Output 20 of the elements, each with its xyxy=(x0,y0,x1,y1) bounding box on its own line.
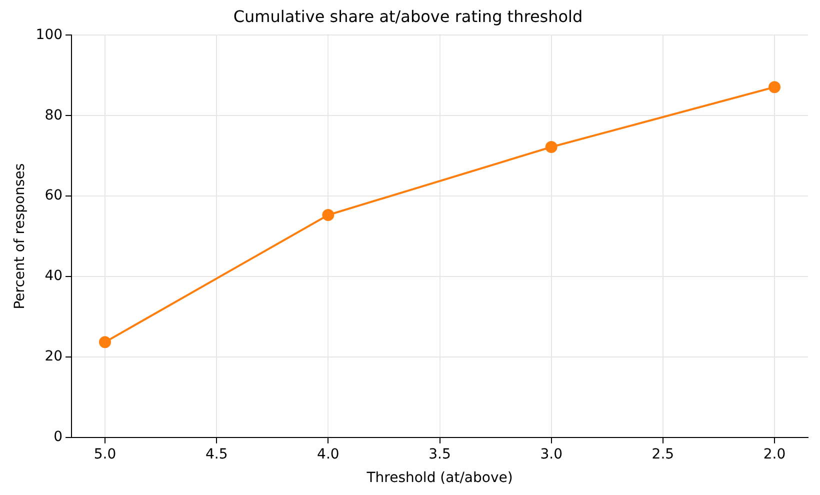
x-axis-title: Threshold (at/above) xyxy=(366,470,513,486)
y-tick-label: 80 xyxy=(44,107,63,124)
y-tick-label: 100 xyxy=(36,26,63,43)
x-tick-label: 3.5 xyxy=(428,446,451,462)
x-tick-label: 5.0 xyxy=(94,446,116,462)
y-tick-label: 60 xyxy=(44,188,63,204)
y-tick-label: 20 xyxy=(44,348,63,365)
point xyxy=(322,208,334,221)
y-axis-title: Percent of responses xyxy=(12,163,28,310)
x-tick-label: 4.0 xyxy=(317,446,340,462)
x-tick-label: 3.0 xyxy=(540,446,562,462)
x-tick-label: 2.0 xyxy=(763,446,786,462)
chart-title: Cumulative share at/above rating threshold xyxy=(233,6,583,26)
x-tick-label: 2.5 xyxy=(652,446,674,462)
point xyxy=(768,81,781,94)
y-tick-label: 40 xyxy=(44,268,63,284)
point xyxy=(99,336,111,348)
x-tick-label: 4.5 xyxy=(205,446,228,462)
y-tick-label: 0 xyxy=(54,429,63,446)
point xyxy=(545,141,558,154)
